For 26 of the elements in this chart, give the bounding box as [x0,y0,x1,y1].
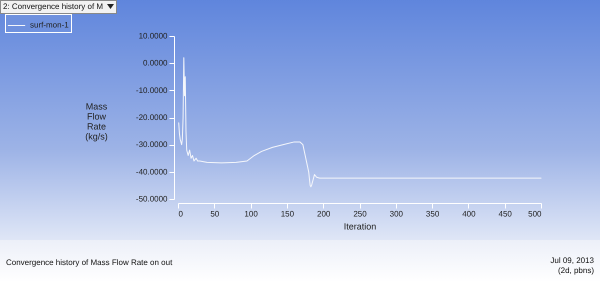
y-tick-label: -30.0000 [136,140,168,150]
y-tick-label: -50.0000 [136,194,168,204]
x-tick-label: 250 [353,210,368,218]
line-series [178,57,542,188]
x-tick-label: 400 [462,210,476,218]
text: Jul 09, 2013 [550,256,594,265]
x-tick-label: 450 [498,210,512,218]
x-axis-title: Iteration [344,222,376,232]
x-tick-label: 0 [178,210,184,218]
legend-label: surf-mon-1 [30,20,70,30]
x-tick-label: 50 [210,210,220,218]
y-tick-label: -20.0000 [136,113,168,122]
y-tick-label: -40.0000 [136,167,168,176]
y-tick-label: -10.0000 [136,86,168,95]
y-tick-label: 10.0000 [138,32,168,40]
text: 2: Convergence history of M [3,2,104,11]
x-tick-label: 150 [280,210,295,218]
text: (2d, pbns) [558,266,594,275]
text: Convergence history of Mass Flow Rate on out [6,258,172,267]
x-tick-label: 300 [390,210,404,218]
x-tick-label: 100 [244,210,258,218]
x-tick-label: 350 [426,210,440,218]
y-tick-label: 0.0000 [143,58,168,68]
y-axis-title: Mass Flow Rate (kg/s) [85,102,108,142]
x-tick-label: 500 [528,210,542,218]
x-tick-label: 200 [317,210,331,218]
